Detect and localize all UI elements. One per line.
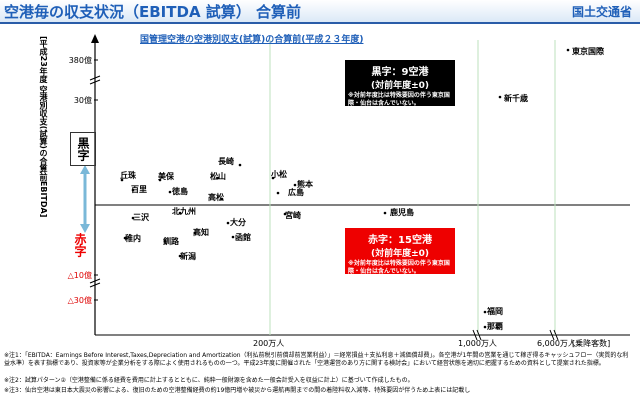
y-tick-label: △30億 <box>67 296 92 305</box>
profit-label: 黒字 <box>70 132 96 166</box>
airport-dot <box>220 197 224 201</box>
airport-label: 新千歳 <box>504 94 528 103</box>
airport-dot <box>163 239 167 243</box>
airport-label: 鹿児島 <box>390 208 414 217</box>
airport-label: 丘珠 <box>120 171 136 180</box>
y-tick-label: 380億 <box>68 56 92 65</box>
airport-dot <box>498 95 502 99</box>
logo: 国土交通省 <box>571 5 632 19</box>
airport-dot <box>483 310 487 314</box>
note: ※注2：試算パターン②（空港整備に係る経費を費用に計上するとともに、純粋一般財源… <box>4 377 414 384</box>
chart-title: 国管理空港の空港別収支(試算)の合算前(平成２３年度) <box>140 35 364 45</box>
callout-title: 赤字：15空港 <box>368 235 432 246</box>
note: ※注1：「EBITDA：Earnings Before Interest,Tax… <box>4 352 629 367</box>
callout-note: ※対前年度比は特殊要因の伴う東京国際・仙台は含んでいない。 <box>348 92 450 107</box>
loss-callout: 赤字：15空港 (対前年度±0) ※対前年度比は特殊要因の伴う東京国際・仙台は含… <box>345 228 455 275</box>
airport-label: 広島 <box>288 188 304 197</box>
airport-dot <box>566 48 570 52</box>
header-bar <box>0 0 640 24</box>
airport-label: 熊本 <box>297 180 313 189</box>
y-tick-label: △10億 <box>67 271 92 280</box>
airport-label: 三沢 <box>133 213 149 222</box>
airport-dot <box>123 236 127 240</box>
airport-label: 百里 <box>131 185 147 194</box>
airport-label: 大分 <box>230 218 246 227</box>
airport-label: 那覇 <box>487 322 503 331</box>
callout-note: ※対前年度比は特殊要因の伴う東京国際・仙台は含んでいない。 <box>348 260 450 275</box>
airport-label: 松山 <box>210 172 226 181</box>
airport-dot <box>226 221 230 225</box>
airport-dot <box>283 212 287 216</box>
loss-label: 赤字 <box>73 233 87 257</box>
airport-label: 長崎 <box>218 157 234 166</box>
airport-dot <box>193 231 197 235</box>
callout-title: 黒字：9空港 <box>371 67 429 78</box>
x-tick-label: 1,000万人 <box>458 339 497 348</box>
airport-label: 稚内 <box>125 234 141 243</box>
y-tick-label: 30億 <box>73 96 92 105</box>
callout-sub: (対前年度±0) <box>370 81 430 91</box>
y-axis-label: [平成23年度 空港別収支(試算)の合算前EBITDA] <box>39 36 48 218</box>
airport-dot <box>131 216 135 220</box>
airport-label: 東京国際 <box>572 47 604 56</box>
profit-callout: 黒字：9空港 (対前年度±0) ※対前年度比は特殊要因の伴う東京国際・仙台は含ん… <box>345 60 455 107</box>
airport-dot <box>293 183 297 187</box>
header-title: 空港毎の収支状況（EBITDA 試算） 合算前 <box>4 3 301 21</box>
airport-label: 高知 <box>193 228 209 237</box>
airport-dot <box>238 163 242 167</box>
airport-dot <box>178 211 182 215</box>
note: ※注3：仙台空港は東日本大震災の影響による、復旧のための空港整備経費の約19億円… <box>4 387 471 394</box>
airport-dot <box>131 188 135 192</box>
airport-label: 北九州 <box>172 207 196 216</box>
airport-dot <box>271 176 275 180</box>
airport-label: 釧路 <box>163 237 179 246</box>
airport-dot <box>178 254 182 258</box>
airport-dot <box>231 235 235 239</box>
x-tick-label: 200万人 <box>253 339 285 348</box>
airport-dot <box>483 325 487 329</box>
airport-label: 函館 <box>235 233 251 242</box>
airport-label: 高松 <box>208 193 224 202</box>
airport-dot <box>168 190 172 194</box>
airport-dot <box>383 211 387 215</box>
airport-label: 小松 <box>271 170 287 179</box>
airport-dot <box>216 176 220 180</box>
callout-sub: (対前年度±0) <box>370 249 430 259</box>
airport-label: 福岡 <box>487 307 503 316</box>
airport-label: 新潟 <box>180 252 196 261</box>
airport-label: 宮崎 <box>285 211 301 220</box>
x-tick-label: 6,000万人 <box>537 339 576 348</box>
airport-label: 徳島 <box>172 187 188 196</box>
x-axis-label: [乗降客数] <box>572 339 611 348</box>
airport-dot <box>158 178 162 182</box>
airport-dot <box>276 191 280 195</box>
airport-label: 美保 <box>158 172 174 181</box>
airport-dot <box>120 178 124 182</box>
